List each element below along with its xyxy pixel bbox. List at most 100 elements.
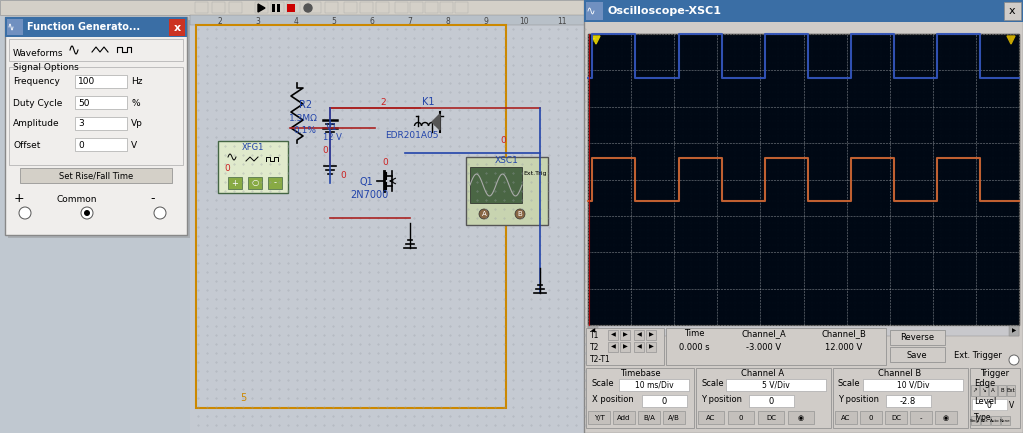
Text: 3: 3 xyxy=(78,120,84,129)
Bar xyxy=(646,330,656,340)
Text: 0: 0 xyxy=(224,164,230,173)
Bar xyxy=(1007,385,1015,396)
Text: ◀: ◀ xyxy=(591,329,595,333)
Text: 0: 0 xyxy=(768,397,773,405)
Bar xyxy=(638,411,660,424)
Text: ◀: ◀ xyxy=(611,333,616,337)
Bar xyxy=(586,2,603,20)
Bar xyxy=(470,167,522,203)
Text: x: x xyxy=(174,23,181,33)
Text: Nor.: Nor. xyxy=(981,419,989,423)
Bar xyxy=(619,379,690,391)
Bar xyxy=(9,39,183,61)
Bar xyxy=(634,330,644,340)
Text: T1: T1 xyxy=(590,330,599,339)
Text: 3: 3 xyxy=(256,16,261,26)
Text: ○: ○ xyxy=(252,178,259,187)
Bar xyxy=(586,368,694,428)
Bar xyxy=(277,4,280,12)
Text: 0: 0 xyxy=(382,158,388,167)
Bar xyxy=(758,411,784,424)
Text: ◉: ◉ xyxy=(943,415,949,421)
Text: 5 V/Div: 5 V/Div xyxy=(762,381,790,390)
Bar xyxy=(75,138,127,151)
Bar xyxy=(663,411,685,424)
Bar xyxy=(1004,2,1021,20)
Text: R2: R2 xyxy=(299,100,312,110)
Text: Ext: Ext xyxy=(1007,388,1016,394)
Text: B: B xyxy=(518,211,523,217)
Bar xyxy=(195,2,208,13)
Bar xyxy=(268,177,282,189)
Bar xyxy=(440,2,453,13)
Text: A: A xyxy=(991,388,995,394)
Bar xyxy=(890,347,945,362)
Bar xyxy=(190,15,588,25)
Text: -2.8: -2.8 xyxy=(900,397,917,405)
Text: Trigger: Trigger xyxy=(980,368,1010,378)
Bar xyxy=(991,416,1000,425)
Bar xyxy=(229,2,242,13)
Text: EDR201A05: EDR201A05 xyxy=(385,131,439,140)
Bar xyxy=(980,385,988,396)
Bar xyxy=(833,368,968,428)
Bar xyxy=(998,385,1006,396)
Bar xyxy=(886,395,931,407)
Text: T: T xyxy=(591,38,595,42)
Text: Y position: Y position xyxy=(701,395,742,404)
Bar xyxy=(698,411,724,424)
Bar xyxy=(1000,416,1010,425)
Text: Type: Type xyxy=(974,413,991,421)
Text: 5: 5 xyxy=(331,16,337,26)
Bar xyxy=(395,2,408,13)
Bar xyxy=(196,25,506,408)
Text: 2N7000: 2N7000 xyxy=(350,190,389,200)
Bar xyxy=(634,342,644,352)
Text: ◀: ◀ xyxy=(636,333,641,337)
Text: x: x xyxy=(1009,6,1015,16)
Text: Waveforms: Waveforms xyxy=(13,48,63,58)
Polygon shape xyxy=(258,4,265,12)
Text: +: + xyxy=(13,193,25,206)
Text: Common: Common xyxy=(56,194,97,204)
Text: Y position: Y position xyxy=(838,395,879,404)
Bar xyxy=(613,411,635,424)
Bar xyxy=(970,368,1020,428)
Text: Function Generato...: Function Generato... xyxy=(27,22,140,32)
Bar xyxy=(466,157,548,225)
Text: Channel A: Channel A xyxy=(742,368,785,378)
Text: ◀: ◀ xyxy=(636,345,641,349)
Text: Time: Time xyxy=(683,330,704,339)
Polygon shape xyxy=(1007,36,1015,44)
Bar xyxy=(935,411,957,424)
Text: 8: 8 xyxy=(446,16,450,26)
Text: ↘: ↘ xyxy=(982,388,986,394)
Text: T2: T2 xyxy=(590,343,599,352)
Bar xyxy=(588,326,1019,336)
Bar xyxy=(728,411,754,424)
Text: Timebase: Timebase xyxy=(620,368,660,378)
Text: %: % xyxy=(131,98,139,107)
Text: 1.3MΩ: 1.3MΩ xyxy=(290,114,318,123)
Text: Channel B: Channel B xyxy=(879,368,922,378)
Bar xyxy=(308,2,321,13)
Text: 0.1%: 0.1% xyxy=(293,126,316,135)
Text: Add: Add xyxy=(617,415,631,421)
Bar xyxy=(971,416,980,425)
Bar xyxy=(835,411,857,424)
Text: Scale: Scale xyxy=(838,379,860,388)
Bar xyxy=(910,411,932,424)
Bar xyxy=(726,379,826,391)
Text: Y/T: Y/T xyxy=(593,415,605,421)
Text: 0: 0 xyxy=(986,401,991,410)
Bar xyxy=(218,141,288,193)
Bar xyxy=(620,342,630,352)
Text: Vp: Vp xyxy=(131,120,143,129)
Bar xyxy=(981,416,990,425)
Bar xyxy=(271,2,284,13)
Bar xyxy=(646,342,656,352)
Text: 7: 7 xyxy=(407,16,412,26)
Bar xyxy=(608,342,618,352)
Text: 0: 0 xyxy=(869,415,874,421)
Text: Reverse: Reverse xyxy=(900,333,934,343)
